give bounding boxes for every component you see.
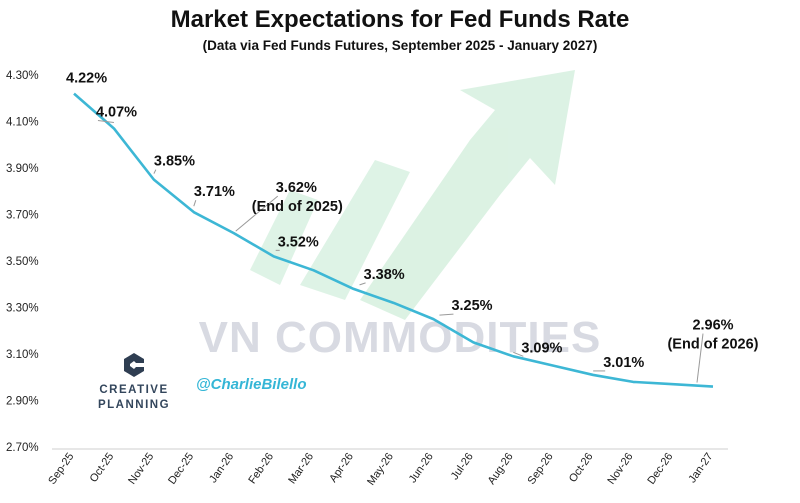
data-label-leader	[359, 282, 366, 286]
x-tick-label: Aug-26	[486, 451, 516, 487]
x-tick-label: Jun-26	[407, 451, 436, 485]
x-tick-label: Oct-26	[567, 451, 596, 485]
x-tick-label: Jul-26	[449, 451, 476, 482]
data-label-note: (End of 2026)	[667, 337, 758, 353]
chart-title: Market Expectations for Fed Funds Rate	[170, 6, 630, 33]
x-tick-label: Sep-26	[526, 451, 556, 487]
author-handle: @CharlieBilello	[196, 376, 307, 393]
data-label-note: (End of 2025)	[252, 199, 343, 215]
y-tick-label: 3.90%	[6, 163, 39, 175]
background-arrow-graphic	[250, 70, 575, 320]
data-label: 2.96%	[692, 318, 733, 334]
x-tick-label: Feb-26	[246, 451, 276, 486]
data-label: 3.25%	[451, 298, 492, 314]
data-label-leader	[513, 351, 524, 357]
x-tick-label: Apr-26	[327, 451, 356, 485]
data-label: 3.38%	[364, 267, 405, 283]
x-tick-label: Nov-25	[126, 451, 156, 487]
y-tick-label: 3.10%	[6, 349, 39, 361]
x-tick-label: Jan-27	[686, 451, 715, 485]
data-label-leader	[97, 119, 114, 123]
y-tick-label: 2.70%	[6, 442, 39, 454]
y-tick-label: 4.10%	[6, 117, 39, 129]
x-tick-label: Nov-26	[605, 451, 635, 487]
data-label-leader	[696, 333, 704, 383]
creative-planning-logo: CREATIVE PLANNING	[98, 353, 170, 411]
data-label: 3.62%	[276, 180, 317, 196]
y-tick-label: 3.50%	[6, 256, 39, 268]
y-tick-label: 3.70%	[6, 210, 39, 222]
x-tick-label: Mar-26	[286, 451, 316, 486]
data-label: 4.07%	[96, 104, 137, 120]
x-tick-label: Dec-26	[645, 451, 675, 487]
chart-subtitle: (Data via Fed Funds Futures, September 2…	[202, 38, 598, 53]
data-label: 3.85%	[154, 154, 195, 170]
x-axis-ticks: Sep-25 Oct-25 Nov-25 Dec-25 Jan-26 Feb-26 Mar-…	[46, 451, 715, 488]
x-tick-label: Dec-25	[166, 451, 196, 487]
y-axis-ticks: 4.30% 4.10% 3.90% 3.70% 3.50% 3.30% 3.10% 2.90%…	[6, 70, 39, 454]
data-label: 3.52%	[278, 234, 319, 250]
logo-mark-icon	[124, 353, 144, 377]
x-tick-label: Oct-25	[88, 451, 117, 485]
data-label: 3.01%	[603, 355, 644, 371]
data-label: 4.22%	[66, 71, 107, 87]
data-label: 3.71%	[194, 184, 235, 200]
y-tick-label: 2.90%	[6, 396, 39, 408]
watermark-text: VN COMMODITIES	[199, 313, 602, 362]
y-tick-label: 3.30%	[6, 303, 39, 315]
data-label-leader	[439, 313, 454, 316]
data-label: 3.09%	[521, 340, 562, 356]
logo-line1: CREATIVE	[99, 384, 168, 396]
x-tick-label: May-26	[365, 451, 396, 488]
logo-line2: PLANNING	[98, 399, 170, 411]
x-tick-label: Jan-26	[207, 451, 236, 485]
data-label-leader	[235, 195, 279, 232]
series-line-fed-funds	[73, 92, 714, 388]
y-tick-label: 4.30%	[6, 70, 39, 82]
data-label-group: 4.22% 4.07% 3.85% 3.71% 3.62% (End of 2025) 3.…	[66, 71, 759, 383]
data-label-leader	[193, 200, 197, 207]
x-tick-label: Sep-25	[46, 451, 76, 487]
data-label-leader	[153, 169, 157, 174]
